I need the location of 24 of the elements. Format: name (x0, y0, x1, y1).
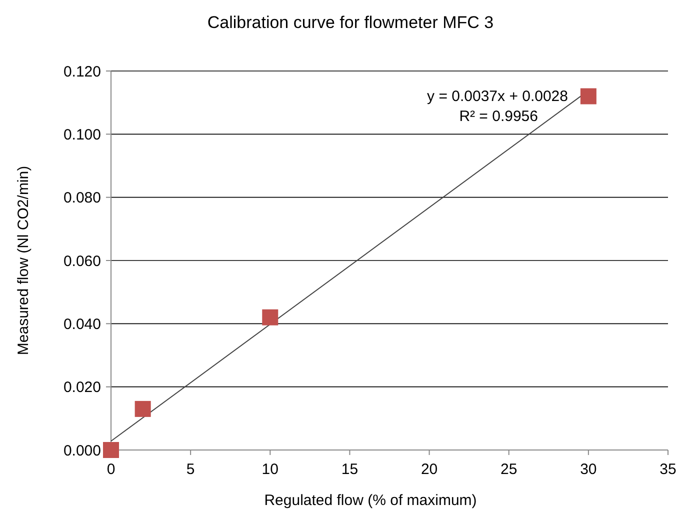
y-tick-label: 0.120 (63, 63, 101, 80)
point (103, 442, 119, 458)
y-tick-label: 0.080 (63, 190, 101, 207)
point (580, 88, 596, 104)
chart-title: Calibration curve for flowmeter MFC 3 (207, 13, 494, 32)
x-tick-label: 0 (106, 461, 116, 478)
point (262, 309, 278, 326)
x-tick-label: 15 (341, 461, 358, 478)
x-tick-label: 25 (500, 461, 518, 478)
x-axis-title: Regulated flow (% of maximum) (264, 492, 477, 509)
x-tick-label: 35 (660, 461, 676, 478)
x-tick-label: 20 (420, 461, 438, 478)
y-tick-label: 0.020 (63, 379, 101, 396)
point (134, 400, 151, 417)
x-tick-label: 30 (580, 461, 597, 478)
y-tick-label: 0.060 (63, 252, 101, 270)
annotation: y = 0.0037x + 0.0028 (427, 88, 568, 105)
y-axis-title: Measured flow (Nl CO2/min) (15, 166, 32, 356)
x-tick-label: 10 (262, 461, 278, 478)
annotation: R² = 0.9956 (459, 108, 538, 125)
y-tick-label: 0.040 (63, 316, 101, 333)
y-tick-label: 0.000 (63, 442, 101, 460)
x-tick-label: 5 (186, 461, 195, 478)
y-tick-label: 0.100 (63, 126, 101, 144)
